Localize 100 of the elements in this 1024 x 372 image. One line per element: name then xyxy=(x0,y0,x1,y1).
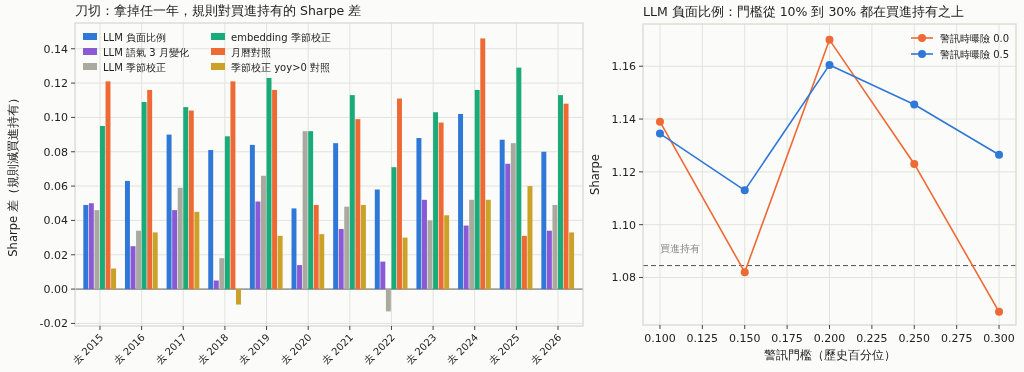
y-tick-label: 0.14 xyxy=(43,42,68,56)
bar xyxy=(166,134,172,290)
y-tick-label: 0.04 xyxy=(43,214,68,228)
bar xyxy=(360,204,366,290)
bar xyxy=(308,131,314,290)
bar xyxy=(111,268,117,290)
bar xyxy=(136,230,142,290)
x-tick-label: 0.200 xyxy=(813,332,846,345)
bar xyxy=(444,215,450,290)
y-tick-label: 1.12 xyxy=(611,165,636,179)
y-tick-label: 1.16 xyxy=(611,60,636,74)
bar xyxy=(277,235,283,290)
x-tick-label: 0.300 xyxy=(983,332,1015,345)
x-tick-label: 0.225 xyxy=(856,332,888,345)
bar xyxy=(297,265,303,290)
bar xyxy=(208,150,214,290)
bar xyxy=(480,38,486,290)
bar xyxy=(260,175,266,290)
y-tick-label: -0.02 xyxy=(39,317,68,331)
bar xyxy=(546,230,552,290)
bar xyxy=(333,143,339,290)
bar xyxy=(99,126,105,290)
bar xyxy=(541,151,547,290)
bar xyxy=(402,237,408,290)
legend-label: 警訊時曝險 0.0 xyxy=(940,32,1010,44)
bar xyxy=(485,199,491,290)
bar xyxy=(124,180,130,290)
y-tick-label: 1.14 xyxy=(611,113,636,127)
bar xyxy=(355,119,361,290)
y-axis-title: Sharpe 差（規則減買進持有） xyxy=(6,92,20,257)
point xyxy=(825,60,834,69)
bar xyxy=(272,89,278,290)
bar xyxy=(458,113,464,290)
bar xyxy=(416,138,422,290)
bar xyxy=(385,289,391,312)
bar xyxy=(249,144,255,290)
bar xyxy=(510,143,516,290)
chart-title: LLM 負面比例：門檻從 10% 到 30% 都在買進持有之上 xyxy=(643,4,965,19)
bar xyxy=(194,211,200,290)
bar xyxy=(83,204,89,290)
y-axis-title: Sharpe xyxy=(588,154,602,195)
bar xyxy=(213,280,219,290)
bar xyxy=(319,234,325,290)
y-tick-label: 0.08 xyxy=(43,145,68,159)
bar xyxy=(380,261,386,290)
x-axis-title: 警訊門檻（歷史百分位） xyxy=(763,348,896,362)
bar xyxy=(552,204,558,290)
bar xyxy=(374,189,380,290)
legend-label: 警訊時曝險 0.5 xyxy=(940,48,1010,60)
point xyxy=(995,307,1004,316)
bar xyxy=(313,204,319,290)
bar xyxy=(499,139,505,290)
bar xyxy=(344,206,350,290)
legend-label: embedding 季節校正 xyxy=(231,32,331,43)
bar xyxy=(463,225,469,290)
bar xyxy=(563,103,569,290)
x-tick-label: 0.175 xyxy=(771,332,803,345)
bar xyxy=(188,110,194,290)
y-tick-label: 0.12 xyxy=(43,77,68,91)
point xyxy=(655,117,664,126)
legend-label: LLM 負面比例 xyxy=(103,32,166,43)
chart-title: 刀切：拿掉任一年，規則對買進持有的 Sharpe 差 xyxy=(75,3,362,18)
bar xyxy=(230,81,236,290)
bar xyxy=(219,258,225,290)
y-tick-label: 0.06 xyxy=(43,180,68,194)
x-tick-label: 0.100 xyxy=(644,332,676,345)
bar xyxy=(521,235,527,290)
bar xyxy=(255,201,261,290)
point xyxy=(740,186,749,195)
bar xyxy=(302,131,308,290)
bar xyxy=(438,122,444,290)
bar xyxy=(469,199,475,290)
bar xyxy=(397,98,402,290)
x-tick-label: 0.275 xyxy=(940,332,973,345)
x-tick-label: 0.250 xyxy=(898,332,931,345)
ref-line-label: 買進持有 xyxy=(660,242,700,254)
bar xyxy=(224,136,230,290)
y-tick-label: 0.10 xyxy=(43,111,68,125)
bar xyxy=(236,289,241,305)
bar xyxy=(505,163,511,290)
point xyxy=(825,35,834,44)
legend-label: 月曆對照 xyxy=(231,47,271,58)
bar xyxy=(152,232,158,290)
bar xyxy=(391,167,397,290)
bar xyxy=(183,107,189,290)
bar xyxy=(349,95,355,290)
legend-label: 季節校正 yoy>0 對照 xyxy=(231,62,331,73)
point xyxy=(910,159,919,168)
point xyxy=(910,100,919,109)
y-tick-label: 1.08 xyxy=(611,271,636,285)
bar xyxy=(422,199,427,290)
legend-label: LLM 語氣 3 月變化 xyxy=(103,47,189,58)
bar xyxy=(94,210,100,290)
point xyxy=(995,150,1004,159)
bar xyxy=(474,89,480,290)
bar xyxy=(569,232,575,290)
bar xyxy=(147,89,153,290)
bar xyxy=(88,203,94,290)
point xyxy=(740,268,749,277)
bar xyxy=(141,101,147,290)
